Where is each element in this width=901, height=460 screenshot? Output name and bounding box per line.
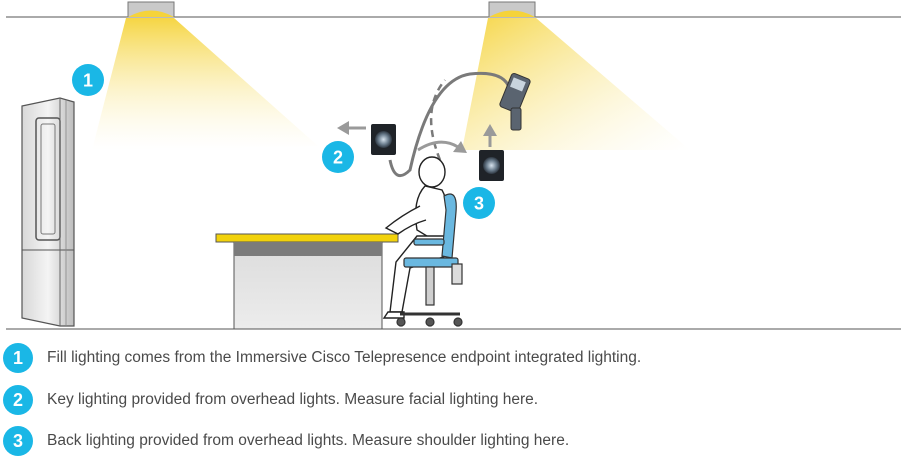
legend-text-1: Fill lighting comes from the Immersive C… bbox=[47, 349, 642, 366]
legend-item-3: 3 Back lighting provided from overhead l… bbox=[0, 426, 901, 460]
legend-item-1: 1 Fill lighting comes from the Immersive… bbox=[0, 343, 901, 377]
legend-number-2: 2 bbox=[3, 385, 33, 415]
svg-text:2: 2 bbox=[333, 148, 343, 168]
light-beam-right bbox=[462, 18, 690, 150]
curved-arrow-icon bbox=[417, 140, 467, 153]
svg-text:1: 1 bbox=[83, 71, 93, 91]
arrow-left-icon bbox=[337, 121, 366, 135]
ceiling-light-icon bbox=[127, 1, 175, 18]
light-sensor-icon bbox=[479, 150, 504, 181]
light-sensor-icon bbox=[371, 124, 396, 155]
badge-2: 2 bbox=[322, 141, 354, 173]
legend-number-1: 1 bbox=[3, 343, 33, 373]
light-beam-left bbox=[92, 18, 318, 150]
legend-text-3: Back lighting provided from overhead lig… bbox=[47, 432, 570, 449]
light-meter-icon bbox=[499, 72, 531, 131]
badge-1: 1 bbox=[72, 64, 104, 96]
legend-text-2: Key lighting provided from overhead ligh… bbox=[47, 391, 539, 408]
desk-icon bbox=[215, 233, 399, 330]
badge-3: 3 bbox=[463, 187, 495, 219]
arrow-up-icon bbox=[483, 124, 497, 147]
office-chair-icon bbox=[396, 193, 463, 327]
meter-cable bbox=[388, 71, 512, 178]
svg-text:3: 3 bbox=[474, 194, 484, 214]
legend-number-3: 3 bbox=[3, 426, 33, 456]
ceiling-light-icon bbox=[488, 1, 536, 18]
dashed-cable bbox=[429, 79, 446, 161]
seated-person-icon bbox=[382, 156, 449, 319]
telepresence-display-icon bbox=[21, 97, 75, 327]
legend-item-2: 2 Key lighting provided from overhead li… bbox=[0, 385, 901, 419]
